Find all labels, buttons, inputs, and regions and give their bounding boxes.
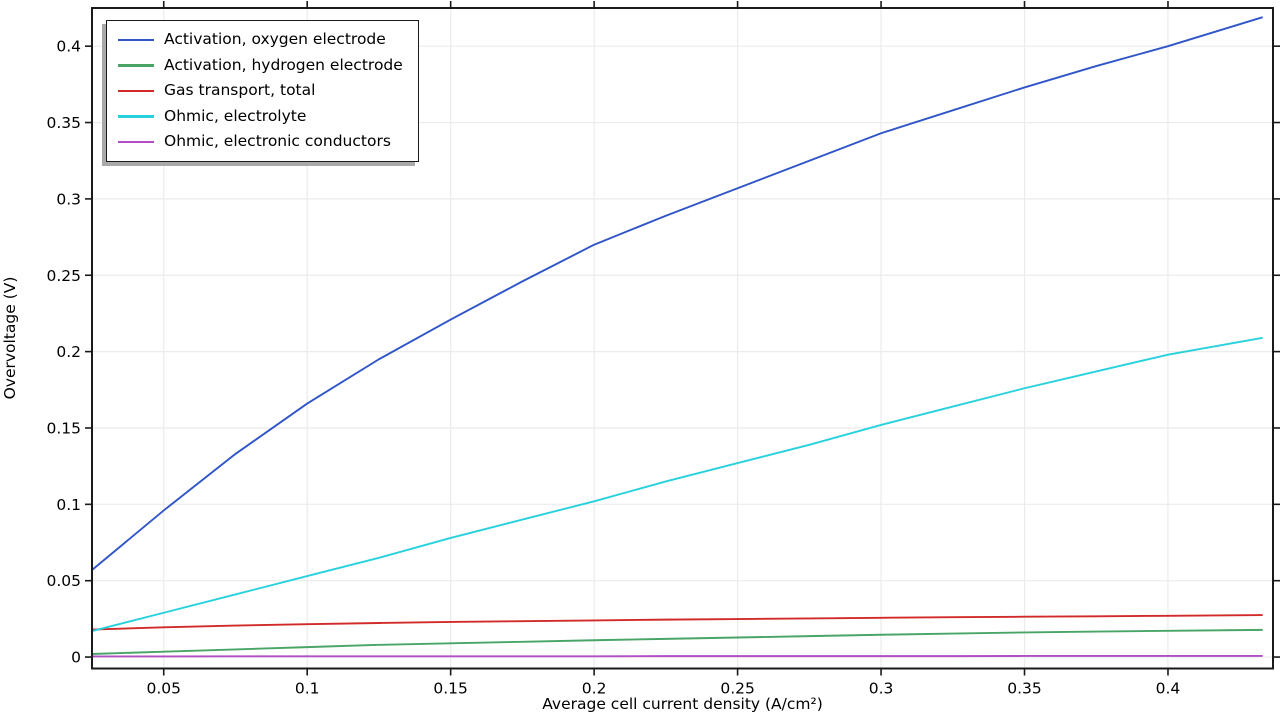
y-tick-label: 0.3 [56,190,81,208]
series-line-3 [91,336,1263,633]
x-tick-label: 0.05 [146,680,181,698]
x-tick-label: 0.2 [582,680,607,698]
y-tick-label: 0.05 [46,572,81,590]
x-tick-label: 0.15 [433,680,468,698]
y-tick-label: 0.1 [56,496,81,514]
legend-label: Activation, hydrogen electrode [164,55,403,74]
legend-item: Activation, oxygen electrode [118,27,403,53]
legend-item: Activation, hydrogen electrode [118,53,403,79]
legend-label: Activation, oxygen electrode [164,30,386,49]
legend-swatch [118,141,154,144]
x-tick-label: 0.25 [720,680,755,698]
legend-label: Ohmic, electrolyte [164,106,307,125]
legend-label: Gas transport, total [164,81,316,100]
legend-label: Ohmic, electronic conductors [164,132,391,151]
series-line-0 [91,16,1263,571]
y-tick-label: 0.15 [46,419,81,437]
x-tick-label: 0.35 [1007,680,1042,698]
legend-swatch [118,115,154,118]
x-tick-label: 0.3 [869,680,894,698]
legend-swatch [118,89,154,93]
y-tick-label: 0.25 [46,267,81,285]
x-tick-label: 0.1 [295,680,320,698]
x-tick-label: 0.4 [1156,680,1181,698]
y-tick-label: 0.35 [46,114,81,132]
legend-item: Gas transport, total [118,78,403,104]
legend-swatch [118,64,154,67]
series-line-2 [91,614,1263,631]
y-axis-title: Overvoltage (V) [1,276,19,400]
legend-swatch [118,38,154,41]
legend: Activation, oxygen electrode Activation, … [106,20,419,162]
y-tick-label: 0 [71,649,81,667]
legend-item: Ohmic, electronic conductors [118,129,403,155]
series-line-1 [91,628,1263,655]
x-axis-title: Average cell current density (A/cm²) [542,695,823,713]
y-tick-label: 0.4 [56,38,81,56]
plot-border [91,7,1274,670]
y-tick-label: 0.2 [56,343,81,361]
legend-item: Ohmic, electrolyte [118,104,403,130]
